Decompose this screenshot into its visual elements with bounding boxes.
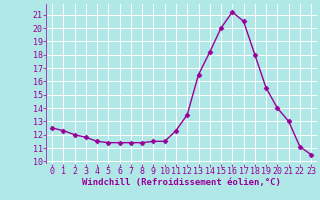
X-axis label: Windchill (Refroidissement éolien,°C): Windchill (Refroidissement éolien,°C) xyxy=(82,178,281,187)
